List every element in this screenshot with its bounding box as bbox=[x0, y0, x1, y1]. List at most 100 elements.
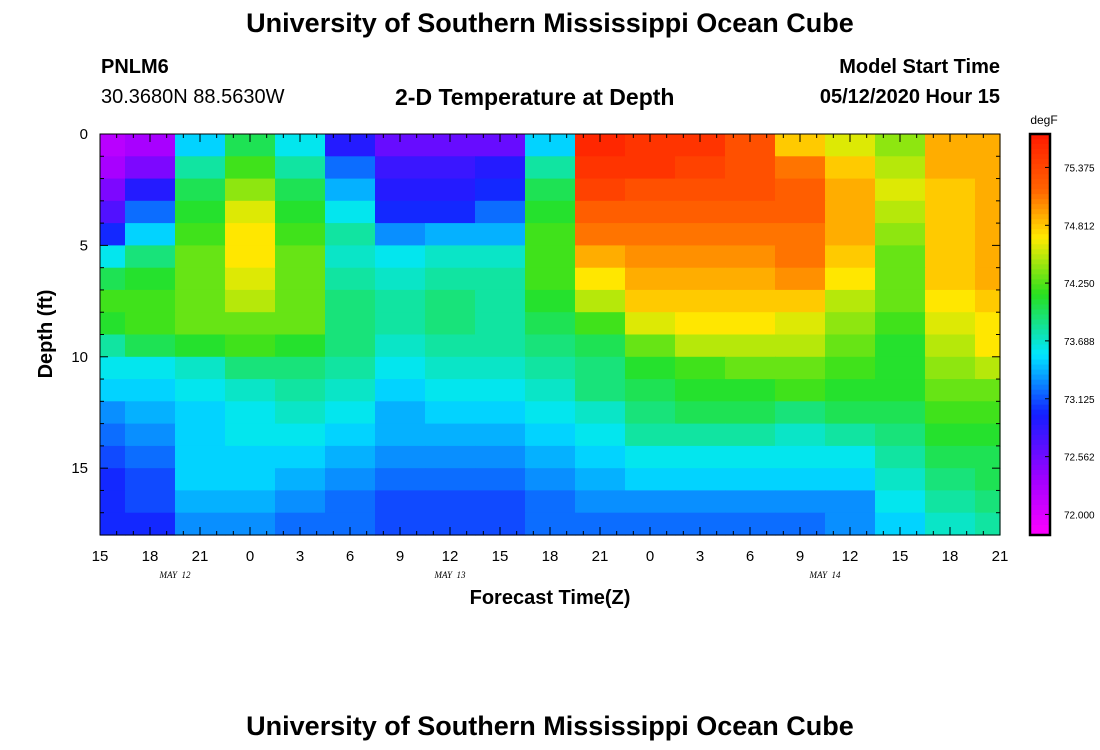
heatmap-cell bbox=[675, 134, 726, 157]
x-tick-label: 6 bbox=[746, 548, 754, 565]
heatmap-cell bbox=[975, 312, 1001, 336]
heatmap-cell bbox=[375, 423, 426, 447]
colorbar-segment bbox=[1030, 249, 1050, 255]
heatmap-cell bbox=[625, 200, 676, 224]
colorbar-segment bbox=[1030, 289, 1050, 295]
heatmap-cell bbox=[525, 134, 576, 157]
colorbar-segment bbox=[1030, 244, 1050, 250]
heatmap-cell bbox=[175, 289, 226, 313]
heatmap-cell bbox=[475, 178, 526, 202]
heatmap-cell bbox=[925, 178, 976, 202]
colorbar-segment bbox=[1030, 459, 1050, 466]
heatmap-cell bbox=[725, 423, 776, 447]
heatmap-cell bbox=[775, 134, 826, 157]
heatmap-cell bbox=[825, 379, 876, 402]
heatmap-cell bbox=[625, 289, 676, 313]
heatmap-cell bbox=[925, 445, 976, 469]
heatmap-cell bbox=[675, 468, 726, 492]
heatmap-cell bbox=[275, 200, 326, 224]
heatmap-cell bbox=[575, 490, 626, 514]
heatmap-cell bbox=[175, 267, 226, 291]
heatmap-cell bbox=[275, 490, 326, 514]
heatmap-cell bbox=[525, 223, 576, 246]
y-tick-label: 15 bbox=[71, 460, 88, 477]
heatmap-cell bbox=[125, 312, 176, 336]
heatmap-cell bbox=[175, 490, 226, 514]
heatmap-cell bbox=[100, 223, 126, 246]
colorbar-segment bbox=[1030, 419, 1050, 426]
heatmap-cell bbox=[375, 512, 426, 536]
heatmap-cell bbox=[425, 401, 476, 425]
heatmap-cell bbox=[100, 401, 126, 425]
x-tick-label: 15 bbox=[892, 548, 909, 565]
heatmap-cell bbox=[925, 334, 976, 358]
heatmap-cell bbox=[775, 445, 826, 469]
heatmap-cell bbox=[125, 223, 176, 246]
heatmap-cell bbox=[225, 178, 276, 202]
heatmap-cell bbox=[825, 245, 876, 269]
heatmap-cell bbox=[725, 245, 776, 269]
heatmap-cell bbox=[925, 512, 976, 536]
heatmap-cell bbox=[275, 423, 326, 447]
colorbar-tick-label: 73.125 bbox=[1064, 395, 1095, 406]
heatmap-cell bbox=[975, 512, 1001, 536]
heatmap-cell bbox=[925, 156, 976, 180]
heatmap-cell bbox=[725, 134, 776, 157]
colorbar-segment bbox=[1030, 489, 1050, 496]
heatmap-cell bbox=[225, 490, 276, 514]
heatmap-cell bbox=[375, 445, 426, 469]
colorbar-segment bbox=[1030, 164, 1050, 170]
colorbar-segment bbox=[1030, 154, 1050, 160]
heatmap-cell bbox=[225, 156, 276, 180]
model-start-value: 05/12/2020 Hour 15 bbox=[819, 86, 1000, 108]
heatmap-cell bbox=[775, 178, 826, 202]
heatmap-cell bbox=[325, 289, 376, 313]
heatmap-cell bbox=[125, 334, 176, 358]
heatmap-cell bbox=[825, 200, 876, 224]
colorbar-segment bbox=[1030, 159, 1050, 165]
heatmap-cell bbox=[575, 401, 626, 425]
colorbar-segment bbox=[1030, 174, 1050, 180]
heatmap-cell bbox=[875, 178, 926, 202]
x-tick-label: 12 bbox=[842, 548, 859, 565]
x-tick-label: 15 bbox=[492, 548, 509, 565]
heatmap-cell bbox=[575, 334, 626, 358]
heatmap-cell bbox=[875, 245, 926, 269]
colorbar-segment bbox=[1030, 504, 1050, 511]
heatmap-cell bbox=[875, 512, 926, 536]
heatmap-cell bbox=[325, 156, 376, 180]
colorbar-segment bbox=[1030, 239, 1050, 245]
heatmap-cell bbox=[325, 134, 376, 157]
heatmap-cell bbox=[275, 156, 326, 180]
heatmap-cell bbox=[725, 178, 776, 202]
heatmap-cell bbox=[875, 289, 926, 313]
heatmap-cell bbox=[225, 245, 276, 269]
heatmap-cell bbox=[475, 334, 526, 358]
heatmap-cell bbox=[975, 490, 1001, 514]
heatmap-cell bbox=[325, 356, 376, 380]
heatmap-cell bbox=[375, 289, 426, 313]
heatmap-cell bbox=[175, 379, 226, 402]
colorbar-segment bbox=[1030, 364, 1050, 371]
heatmap-cell bbox=[875, 379, 926, 402]
colorbar-segment bbox=[1030, 429, 1050, 436]
heatmap-cell bbox=[975, 200, 1001, 224]
colorbar-unit: degF bbox=[1030, 113, 1057, 127]
colorbar-segment bbox=[1030, 514, 1050, 521]
colorbar-segment bbox=[1030, 349, 1050, 356]
heatmap-cell bbox=[425, 178, 476, 202]
heatmap-cell bbox=[675, 423, 726, 447]
colorbar-segment bbox=[1030, 294, 1050, 301]
heatmap-cell bbox=[775, 245, 826, 269]
heatmap-cell bbox=[225, 267, 276, 291]
colorbar-segment bbox=[1030, 524, 1050, 531]
heatmap-cell bbox=[575, 267, 626, 291]
date-label: MAY 12 bbox=[158, 570, 191, 580]
heatmap-cell bbox=[725, 356, 776, 380]
heatmap-cell bbox=[425, 289, 476, 313]
heatmap-cell bbox=[525, 445, 576, 469]
x-tick-label: 9 bbox=[396, 548, 404, 565]
x-tick-label: 0 bbox=[646, 548, 654, 565]
heatmap-cell bbox=[125, 468, 176, 492]
heatmap-cell bbox=[875, 490, 926, 514]
